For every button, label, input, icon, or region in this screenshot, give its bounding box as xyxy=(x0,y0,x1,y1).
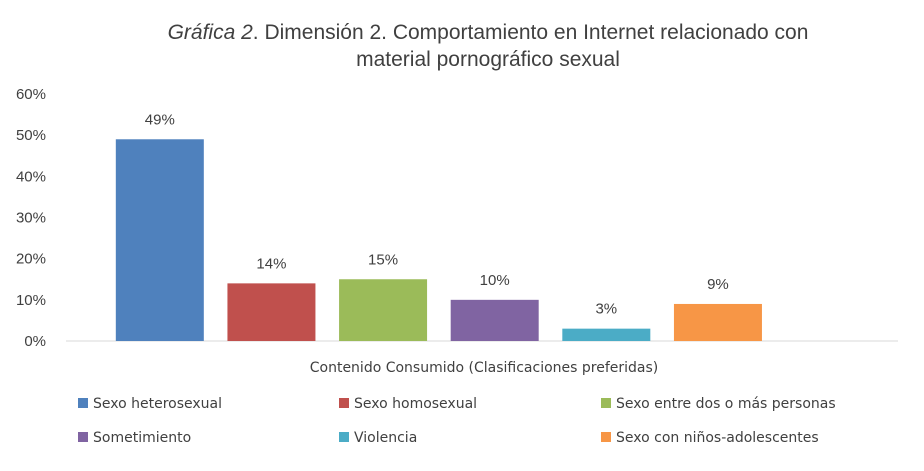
bar xyxy=(673,303,762,341)
y-tick-label: 10% xyxy=(16,292,46,309)
legend-label: Violencia xyxy=(354,430,417,446)
y-tick-label: 50% xyxy=(16,127,46,144)
legend-item: Sexo con niños-adolescentes xyxy=(601,430,819,446)
bar xyxy=(339,279,428,341)
y-tick-label: 40% xyxy=(16,168,46,185)
data-label: 9% xyxy=(707,276,729,293)
y-tick-label: 60% xyxy=(16,86,46,103)
legend-swatch xyxy=(78,432,88,442)
data-labels: 49% 14% 15% 10% 3% 9% xyxy=(145,111,729,317)
data-label: 14% xyxy=(256,255,286,272)
legend-label: Sexo heterosexual xyxy=(93,396,222,412)
legend-item: Sometimiento xyxy=(78,430,191,446)
y-tick-label: 0% xyxy=(24,333,46,350)
data-label: 15% xyxy=(368,251,398,268)
legend-item: Sexo heterosexual xyxy=(78,396,222,412)
chart-title-line2: material pornográfico sexual xyxy=(356,48,620,71)
legend-label: Sexo entre dos o más personas xyxy=(616,396,836,412)
data-label: 10% xyxy=(480,272,510,289)
legend-swatch xyxy=(601,398,611,408)
y-axis-ticks: 0% 10% 20% 30% 40% 50% 60% xyxy=(16,86,46,350)
bar xyxy=(562,328,651,341)
chart-title-rest: . Dimensión 2. Comportamiento en Interne… xyxy=(253,21,809,44)
chart-title-italic: Gráfica 2 xyxy=(168,21,254,44)
y-tick-label: 30% xyxy=(16,210,46,227)
data-label: 49% xyxy=(145,111,175,128)
chart-title-line1: Gráfica 2. Dimensión 2. Comportamiento e… xyxy=(168,21,809,44)
legend-label: Sexo homosexual xyxy=(354,396,477,412)
bar xyxy=(227,283,316,341)
bars xyxy=(115,139,762,341)
legend-item: Sexo homosexual xyxy=(339,396,477,412)
legend-swatch xyxy=(339,432,349,442)
data-label: 3% xyxy=(595,301,617,318)
y-tick-label: 20% xyxy=(16,251,46,268)
legend-label: Sexo con niños-adolescentes xyxy=(616,430,819,446)
legend-label: Sometimiento xyxy=(93,430,191,446)
bar xyxy=(115,139,204,341)
x-axis-title: Contenido Consumido (Clasificaciones pre… xyxy=(310,360,659,376)
legend: Sexo heterosexual Sexo homosexual Sexo ent… xyxy=(78,396,836,446)
legend-swatch xyxy=(339,398,349,408)
bar xyxy=(450,299,539,341)
legend-item: Violencia xyxy=(339,430,417,446)
legend-item: Sexo entre dos o más personas xyxy=(601,396,836,412)
legend-swatch xyxy=(78,398,88,408)
legend-swatch xyxy=(601,432,611,442)
